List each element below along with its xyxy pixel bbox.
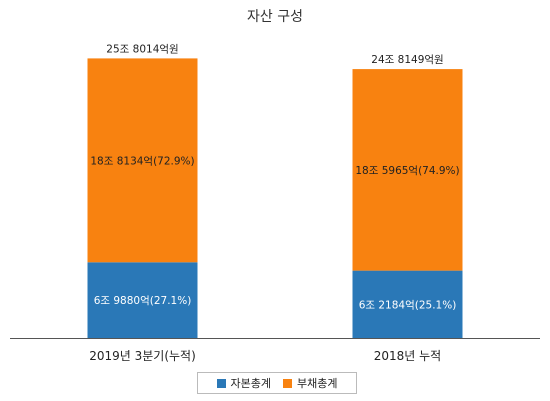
x-tick-label-1: 2018년 누적 [374, 349, 441, 363]
legend-swatch-liabilities [283, 378, 292, 388]
data-label-equity-1: 6조 2184억(25.1%) [359, 299, 457, 311]
data-label-liabilities-0: 18조 8134억(72.9%) [90, 155, 194, 167]
bar-equity-0 [87, 262, 198, 338]
total-label-1: 24조 8149억원 [371, 54, 443, 66]
bar-equity-1 [352, 270, 463, 338]
data-label-liabilities-1: 18조 5965억(74.9%) [355, 165, 459, 177]
bar-liabilities-1 [352, 69, 463, 271]
legend-item-liabilities[interactable]: 부채총계 [283, 375, 337, 391]
x-tick-label-0: 2019년 3분기(누적) [89, 349, 196, 363]
chart-title: 자산 구성 [247, 9, 303, 25]
total-label-0: 25조 8014억원 [106, 43, 178, 55]
legend-label-equity: 자본총계 [230, 377, 271, 390]
legend-item-equity[interactable]: 자본총계 [216, 375, 271, 391]
legend-label-liabilities: 부채총계 [297, 377, 338, 390]
legend: 자본총계 부채총계 [197, 372, 357, 394]
data-label-equity-0: 6조 9880억(27.1%) [94, 295, 192, 307]
legend-swatch-equity [216, 378, 226, 388]
bar-liabilities-0 [87, 58, 198, 263]
